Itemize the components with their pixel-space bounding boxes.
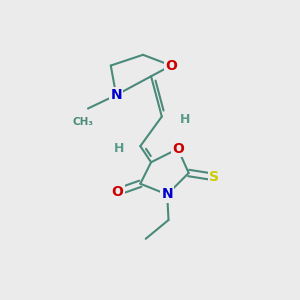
Text: S: S bbox=[209, 170, 219, 184]
Text: O: O bbox=[172, 142, 184, 156]
Text: CH₃: CH₃ bbox=[72, 117, 93, 127]
Text: H: H bbox=[114, 142, 124, 155]
Text: H: H bbox=[180, 113, 190, 126]
Text: O: O bbox=[112, 185, 123, 199]
Text: N: N bbox=[110, 88, 122, 102]
Text: O: O bbox=[165, 58, 177, 73]
Text: N: N bbox=[161, 188, 173, 202]
